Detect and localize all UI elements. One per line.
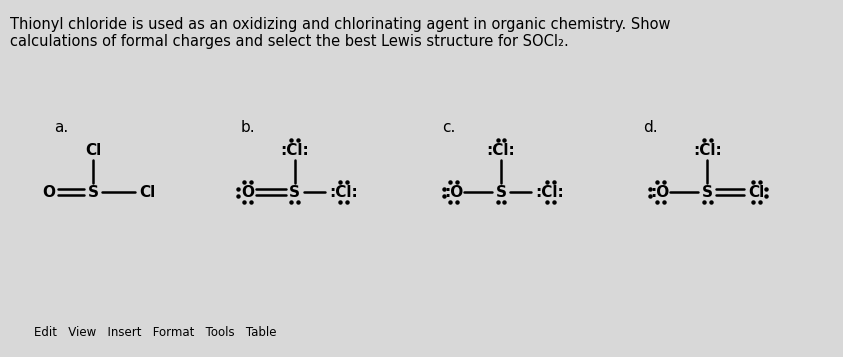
Text: :Cl:: :Cl: — [281, 142, 309, 157]
Text: a.: a. — [54, 120, 68, 135]
Text: O: O — [241, 185, 254, 200]
Text: Edit   View   Insert   Format   Tools   Table: Edit View Insert Format Tools Table — [35, 326, 277, 338]
Text: c.: c. — [442, 120, 455, 135]
Text: O: O — [43, 185, 56, 200]
Text: :O: :O — [444, 185, 464, 200]
Text: Cl: Cl — [85, 142, 101, 157]
Text: :Cl:: :Cl: — [693, 142, 722, 157]
Text: S: S — [496, 185, 507, 200]
Text: S: S — [289, 185, 300, 200]
Text: :Cl:: :Cl: — [486, 142, 515, 157]
Text: :O: :O — [651, 185, 669, 200]
Text: d.: d. — [643, 120, 658, 135]
Text: Cl: Cl — [139, 185, 155, 200]
Text: :Cl:: :Cl: — [330, 185, 358, 200]
Text: Thionyl chloride is used as an oxidizing and chlorinating agent in organic chemi: Thionyl chloride is used as an oxidizing… — [10, 17, 670, 32]
Text: b.: b. — [240, 120, 255, 135]
Text: S: S — [88, 185, 99, 200]
Text: calculations of formal charges and select the best Lewis structure for SOCl₂.: calculations of formal charges and selec… — [10, 34, 568, 49]
Text: :Cl:: :Cl: — [535, 185, 565, 200]
Text: Cl: Cl — [749, 185, 765, 200]
Text: S: S — [701, 185, 712, 200]
